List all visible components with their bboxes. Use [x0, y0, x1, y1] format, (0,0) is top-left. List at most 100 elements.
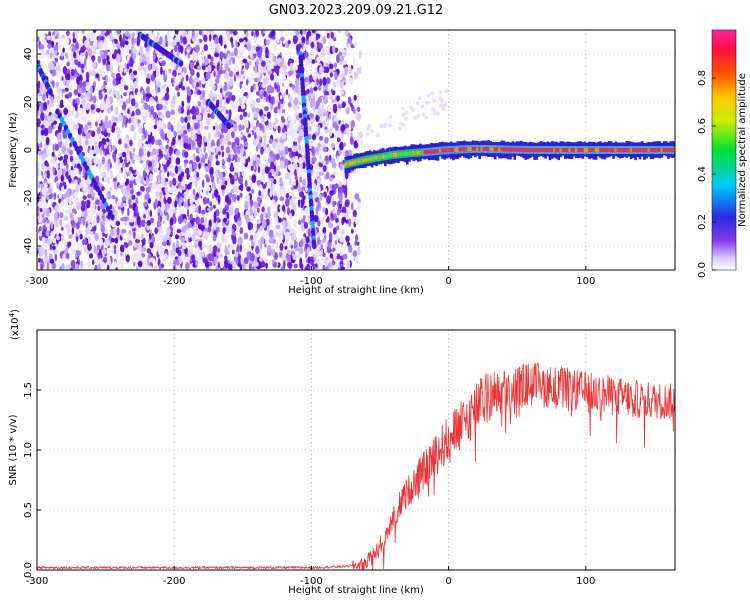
spectral-noise-blob: [259, 241, 263, 250]
spectral-noise-blob: [247, 133, 251, 138]
spectral-noise-blob: [323, 96, 329, 105]
spectral-noise-blob: [127, 109, 130, 114]
ridge-core-mark: [463, 147, 466, 152]
spectral-noise-blob: [322, 36, 327, 45]
spectral-noise-blob: [315, 205, 319, 215]
ridge-core-mark: [504, 147, 508, 152]
colorbar-tick-label: 0.0: [697, 262, 708, 278]
x-tick-label: 100: [576, 576, 595, 587]
spectral-noise-blob: [114, 237, 119, 244]
spectral-noise-blob: [221, 158, 225, 165]
spectral-noise-blob: [68, 109, 73, 118]
colorbar-tick-label: 0.2: [697, 214, 708, 230]
spectral-noise-blob: [264, 166, 270, 174]
spectral-faint-blob: [367, 123, 372, 128]
spectral-noise-blob: [255, 107, 260, 113]
spectral-noise-blob: [284, 146, 289, 155]
spectral-noise-blob: [321, 120, 327, 127]
spectral-noise-blob: [334, 240, 338, 245]
spectral-noise-blob: [49, 51, 53, 59]
spectral-noise-blob: [126, 63, 130, 70]
spectral-noise-blob: [204, 217, 208, 224]
spectral-noise-blob: [218, 206, 222, 214]
spectral-noise-blob: [238, 216, 242, 222]
spectral-noise-blob: [228, 154, 232, 163]
spectral-noise-blob: [313, 182, 317, 190]
spectral-noise-blob: [294, 156, 300, 164]
spectral-noise-blob: [170, 249, 176, 256]
spectral-noise-blob: [268, 172, 272, 177]
spectral-noise-blob: [334, 71, 338, 81]
spectral-noise-blob: [305, 60, 310, 65]
spectral-noise-blob: [166, 239, 170, 246]
spectral-noise-blob: [267, 244, 272, 253]
spectral-noise-blob: [248, 208, 253, 216]
spectral-noise-blob: [303, 30, 307, 35]
spectral-noise-blob: [138, 240, 143, 249]
spectral-noise-blob: [128, 218, 134, 223]
spectral-noise-blob: [122, 115, 127, 124]
ridge-core-mark: [469, 147, 473, 151]
spectral-noise-blob: [348, 121, 351, 130]
spectral-noise-blob: [322, 160, 326, 166]
spectral-noise-blob: [287, 261, 293, 269]
spectral-noise-blob: [301, 36, 306, 43]
spectral-noise-blob: [123, 173, 128, 180]
spectral-noise-blob: [239, 76, 244, 82]
ridge-core-mark: [537, 148, 541, 152]
ridge-core-mark: [601, 148, 604, 152]
x-tick-label: -100: [300, 276, 323, 287]
spectral-noise-blob: [137, 119, 141, 124]
spectral-faint-blob: [421, 112, 426, 117]
ridge-core-mark: [658, 148, 661, 152]
spectral-noise-blob: [116, 200, 121, 207]
spectral-noise-blob: [318, 162, 322, 167]
spectral-noise-blob: [259, 256, 263, 262]
spectral-noise-blob: [224, 260, 229, 270]
spectral-noise-blob: [152, 31, 156, 39]
spectral-noise-blob: [308, 37, 312, 43]
ridge-core-mark: [643, 148, 646, 152]
spectral-noise-blob: [146, 257, 150, 266]
snr-ylabel: SNR (10 * v/v): [8, 414, 19, 485]
spectral-noise-blob: [167, 171, 170, 178]
ridge-core-mark: [614, 148, 618, 152]
spectral-noise-blob: [99, 50, 104, 56]
spectral-noise-blob: [319, 216, 324, 223]
spectral-noise-blob: [304, 51, 309, 58]
spectral-noise-blob: [169, 170, 173, 177]
spectral-noise-blob: [159, 114, 165, 119]
spectral-noise-blob: [231, 249, 235, 255]
spectral-noise-blob: [88, 69, 92, 78]
spectral-noise-blob: [298, 149, 303, 155]
spectral-noise-blob: [318, 249, 322, 256]
spectral-noise-blob: [269, 150, 274, 159]
spectral-noise-blob: [167, 30, 171, 39]
spectral-noise-blob: [292, 253, 298, 261]
spectral-noise-blob: [122, 182, 126, 187]
spectral-noise-blob: [76, 32, 79, 40]
spectral-faint-blob: [424, 115, 429, 120]
spectral-faint-blob: [379, 124, 384, 128]
spectral-noise-blob: [249, 234, 254, 240]
spectral-noise-blob: [341, 206, 347, 215]
spectral-noise-blob: [279, 243, 284, 251]
ridge-core-mark: [478, 146, 481, 151]
spectral-noise-blob: [318, 261, 323, 266]
spectral-noise-blob: [339, 163, 343, 171]
ridge-core-mark: [465, 147, 468, 152]
spectral-noise-blob: [124, 40, 129, 45]
spectral-noise-blob: [195, 260, 199, 267]
spectral-noise-blob: [315, 147, 319, 152]
spectral-noise-blob: [187, 231, 191, 239]
spectral-noise-blob: [108, 145, 112, 154]
spectral-noise-blob: [242, 58, 248, 64]
spectral-noise-blob: [130, 194, 136, 200]
spectral-noise-blob: [145, 93, 150, 98]
spectral-noise-blob: [149, 173, 154, 182]
spectral-noise-blob: [50, 231, 55, 238]
spectral-noise-blob: [135, 238, 140, 244]
colorbar-tick-label: 0.6: [697, 118, 708, 134]
spectral-noise-blob: [347, 37, 352, 46]
